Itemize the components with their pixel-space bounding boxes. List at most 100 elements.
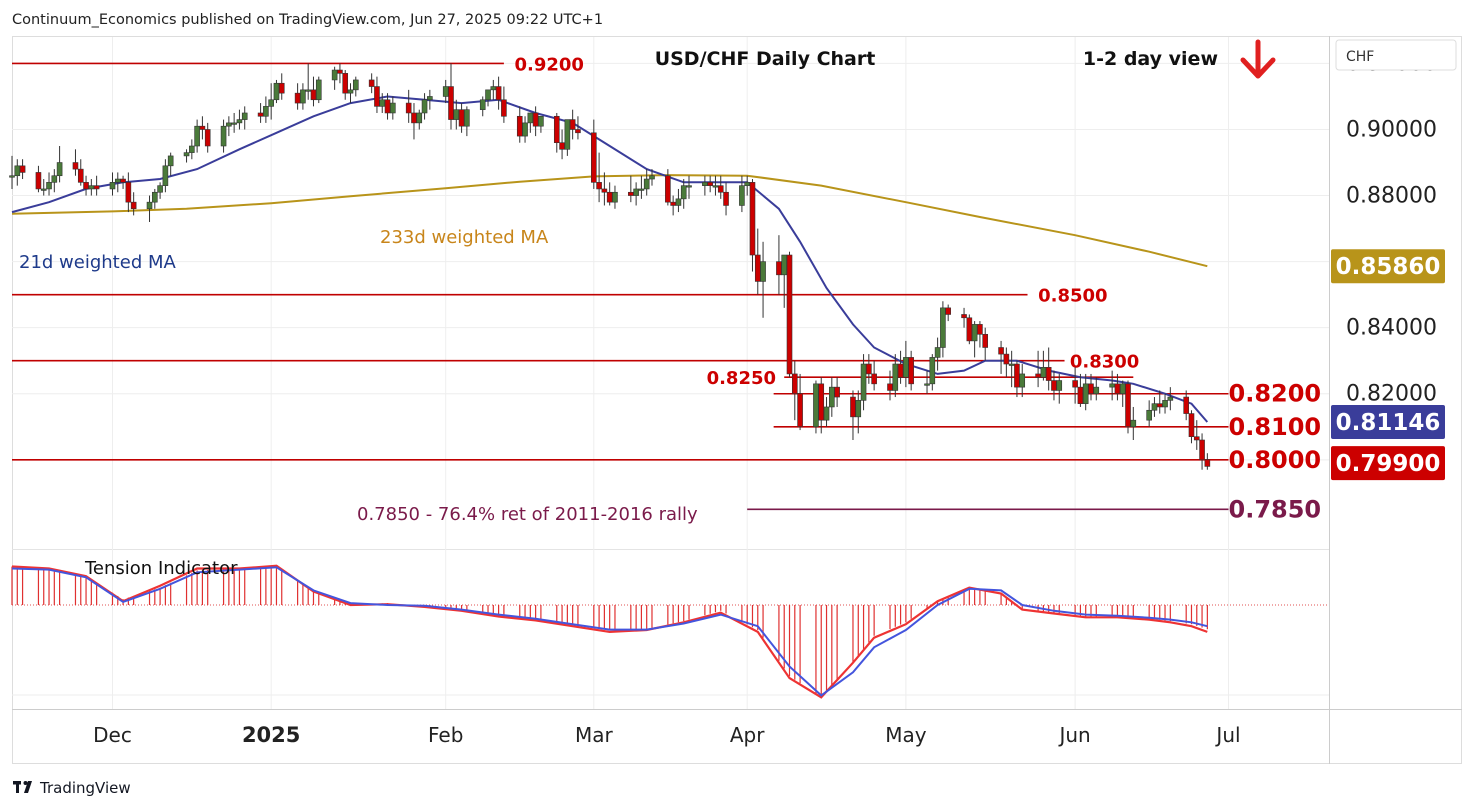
candle-body-down — [797, 393, 803, 428]
candle-body-up — [9, 175, 15, 178]
x-tick-label: Dec — [93, 723, 132, 747]
candle-body-up — [612, 191, 618, 203]
candle-body-down — [591, 132, 597, 183]
candle-body-down — [1045, 367, 1052, 381]
candle-body-up — [427, 96, 433, 101]
candle-body-up — [416, 112, 423, 124]
candle-body-down — [516, 115, 523, 137]
candle-body-up — [241, 112, 248, 120]
candle-body-up — [1056, 380, 1063, 391]
candle-body-down — [199, 125, 206, 130]
candle-body-up — [347, 89, 354, 94]
candle-body-down — [776, 261, 782, 276]
candle-body-up — [352, 79, 359, 91]
candle-body-up — [379, 99, 386, 107]
candle-body-up — [1130, 419, 1137, 428]
price-badges: 0.85860 0.81146 0.79900 — [1331, 249, 1445, 481]
candle-body-up — [226, 122, 232, 127]
candle-body-up — [189, 145, 195, 153]
tension-red-line — [11, 564, 1208, 699]
y-tick-label: 0.82000 — [1346, 382, 1437, 407]
candle-body-down — [1077, 386, 1084, 404]
candle-body-up — [675, 198, 682, 206]
candle-body-up — [1119, 383, 1126, 395]
candle-body-down — [670, 201, 676, 206]
candle-body-down — [125, 182, 132, 203]
x-tick-label: Mar — [575, 723, 614, 747]
candle-body-up — [527, 112, 534, 124]
candle-body-down — [310, 89, 317, 101]
candle-body-up — [538, 115, 544, 127]
x-tick-label: 2025 — [242, 723, 300, 747]
currency-box[interactable] — [1335, 39, 1457, 71]
candle-body-down — [665, 175, 671, 203]
candle-body-down — [374, 86, 380, 107]
candle-body-up — [485, 89, 491, 101]
down-arrow-icon — [1240, 39, 1276, 79]
candle-body-up — [929, 357, 936, 385]
candle-body-up — [231, 122, 237, 125]
chart-title: USD/CHF Daily Chart — [655, 48, 876, 70]
candle-body-down — [1014, 363, 1020, 388]
y-tick-label: 0.84000 — [1346, 316, 1437, 341]
price-badge-label: 0.79900 — [1336, 451, 1441, 477]
x-tick-label: Jun — [1057, 723, 1090, 747]
candle-body-up — [924, 383, 930, 386]
x-tick-label: Apr — [730, 723, 765, 747]
candle-body-up — [971, 324, 978, 342]
candle-body-down — [1088, 383, 1094, 395]
ma21-line — [11, 95, 1209, 423]
candle-body-up — [88, 185, 95, 190]
candle-body-up — [14, 165, 21, 177]
footer-brand: TradingView — [39, 779, 131, 797]
candles — [9, 63, 1211, 470]
candle-body-down — [908, 357, 914, 385]
candle-body-down — [897, 363, 904, 378]
level-label: 0.8250 — [707, 368, 776, 389]
candle-body-up — [162, 165, 169, 186]
level-label: 0.8300 — [1070, 352, 1139, 373]
candle-body-up — [167, 155, 174, 167]
candle-body-up — [490, 86, 497, 91]
candle-body-down — [791, 373, 798, 395]
candle-body-up — [40, 188, 47, 191]
candle-body-up — [903, 357, 909, 378]
candle-body-up — [56, 162, 63, 177]
candle-body-up — [823, 406, 830, 421]
candle-body-up — [273, 82, 280, 101]
candle-body-down — [368, 79, 375, 87]
candle-body-down — [1204, 459, 1211, 467]
candle-body-down — [532, 112, 539, 127]
candle-body-down — [1035, 373, 1041, 378]
view-label: 1-2 day view — [1083, 48, 1218, 70]
candle-body-up — [220, 125, 227, 147]
candle-body-up — [1151, 403, 1158, 411]
currency-label: CHF — [1346, 49, 1374, 65]
candle-body-up — [331, 69, 338, 81]
tension-indicator — [11, 564, 1329, 699]
candle-body-up — [442, 86, 449, 97]
candle-body-up — [1109, 383, 1115, 388]
candle-body-up — [564, 119, 571, 150]
candle-body-up — [390, 102, 396, 114]
ma233-label: 233d weighted MA — [380, 227, 549, 248]
candle-body-down — [405, 102, 412, 114]
candle-body-up — [146, 201, 153, 210]
candle-body-down — [337, 69, 343, 74]
candle-body-up — [1162, 400, 1168, 408]
price-badge-label: 0.81146 — [1336, 410, 1441, 436]
candle-body-down — [384, 99, 391, 114]
candle-body-up — [183, 152, 190, 157]
candle-body-down — [606, 191, 613, 203]
candle-body-down — [887, 383, 893, 391]
plot-frame — [12, 36, 1462, 764]
candle-body-down — [501, 99, 507, 117]
candle-body-up — [1146, 409, 1152, 421]
candle-body-down — [130, 201, 137, 210]
candle-body-up — [522, 122, 528, 137]
candle-body-up — [686, 185, 692, 188]
candle-body-down — [342, 73, 349, 94]
candle-body-down — [278, 82, 285, 94]
candle-body-down — [458, 109, 465, 127]
